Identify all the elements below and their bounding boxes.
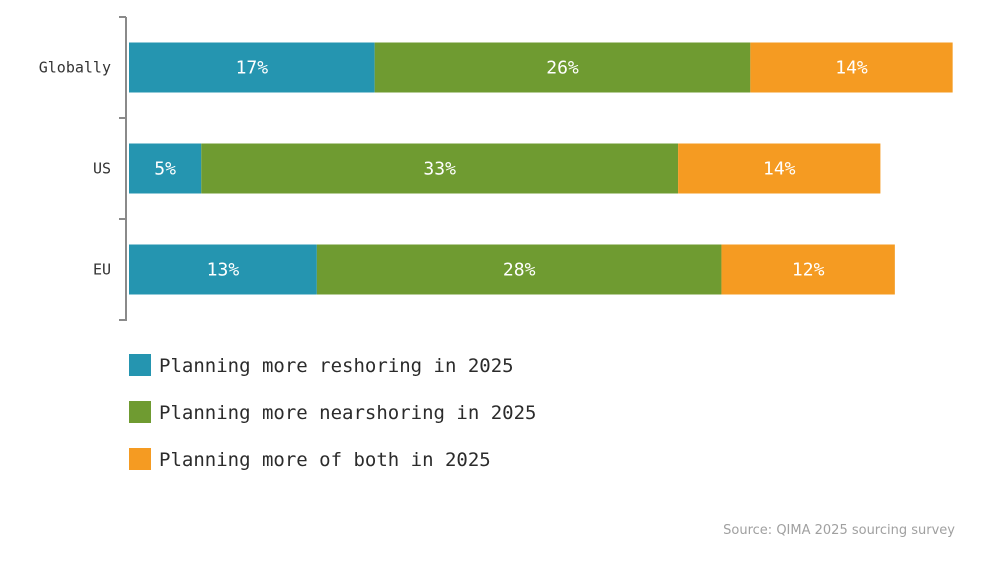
category-label: Globally — [39, 59, 111, 77]
legend-label: Planning more of both in 2025 — [159, 449, 491, 471]
bar-segment — [201, 143, 679, 194]
bars: 17% 26% 14% 5% 33% 14% 13% 28% 12% — [129, 42, 953, 295]
legend: Planning more reshoring in 2025 Planning … — [129, 354, 537, 471]
data-label: 26% — [546, 58, 579, 79]
data-label: 17% — [236, 58, 269, 79]
bar-segment — [129, 244, 317, 295]
data-label: 33% — [423, 159, 456, 180]
bar-segment — [316, 244, 722, 295]
bar-segment — [678, 143, 881, 194]
legend-swatch — [129, 354, 151, 376]
data-label: 28% — [503, 260, 536, 281]
bar-segment — [129, 143, 202, 194]
data-label: 5% — [154, 159, 176, 180]
legend-swatch — [129, 401, 151, 423]
data-label: 13% — [207, 260, 240, 281]
bar-segment — [374, 42, 751, 93]
category-label: US — [93, 160, 111, 178]
category-label: EU — [93, 261, 111, 279]
data-label: 14% — [763, 159, 796, 180]
source-note: Source: QIMA 2025 sourcing survey — [723, 523, 955, 538]
y-axis: Globally US EU — [39, 16, 127, 321]
legend-swatch — [129, 448, 151, 470]
bar-segment — [721, 244, 895, 295]
data-label: 14% — [835, 58, 868, 79]
bar-segment — [129, 42, 375, 93]
data-label: 12% — [792, 260, 825, 281]
legend-label: Planning more reshoring in 2025 — [159, 355, 514, 377]
bar-segment — [750, 42, 953, 93]
legend-label: Planning more nearshoring in 2025 — [159, 402, 537, 424]
